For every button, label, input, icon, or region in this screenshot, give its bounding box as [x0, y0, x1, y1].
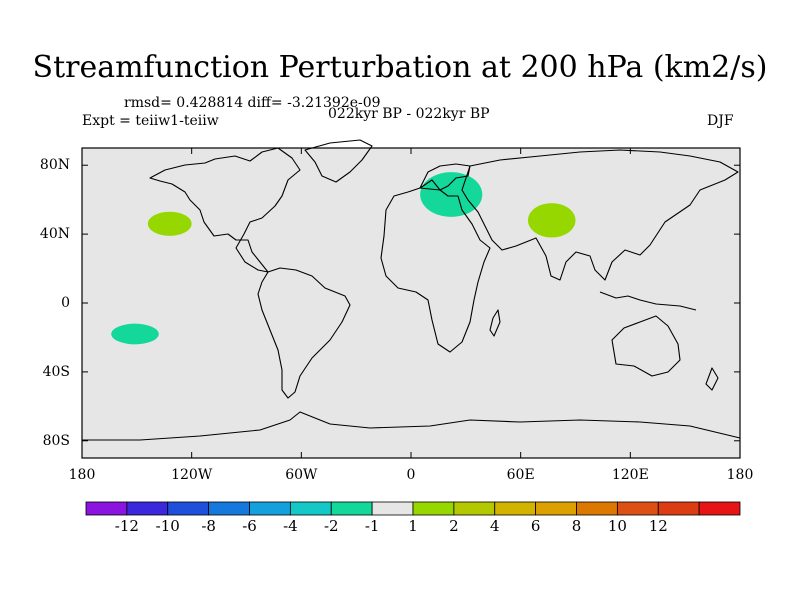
plot-title: Streamfunction Perturbation at 200 hPa (…: [32, 50, 768, 85]
coastline-asia: [461, 149, 739, 281]
coastline-indonesia: [599, 291, 697, 311]
lon-tick-label: 0: [406, 467, 416, 483]
lon-tick-label: 180: [68, 467, 96, 483]
colorbar-label: 4: [489, 517, 500, 535]
colorbar-label: -6: [242, 517, 257, 535]
coastline-new-zealand: [705, 367, 719, 391]
colorbar-label: -10: [155, 517, 180, 535]
colorbar-label: -2: [323, 517, 339, 535]
coastline-antarctica: [82, 411, 741, 441]
scandinavia-anomaly: [420, 172, 483, 217]
colorbar-swatch: [535, 501, 577, 516]
colorbar-swatch: [85, 501, 128, 516]
coastline-greenland: [304, 139, 373, 183]
central-asia-anomaly: [527, 203, 576, 238]
period-label: 022kyr BP - 022kyr BP: [328, 106, 490, 122]
colorbar-label: 2: [449, 517, 459, 535]
lon-tick-label: 120W: [171, 467, 213, 483]
coastline-europe-africa: [380, 179, 491, 353]
colorbar-swatch: [657, 501, 700, 516]
colorbar-swatch: [453, 501, 496, 516]
map-background: [82, 148, 740, 458]
experiment-label: Expt = teiiw1-teiiw: [82, 113, 219, 129]
colorbar-swatch: [330, 501, 373, 516]
colorbar-swatch: [616, 501, 659, 516]
colorbar-swatch: [289, 501, 332, 516]
coastline-south-america: [257, 267, 351, 399]
lon-tick-label: 60W: [285, 467, 318, 483]
colorbar-swatch: [698, 501, 741, 516]
colorbar-swatch: [576, 501, 618, 516]
lon-tick-label: 60E: [506, 467, 535, 483]
colorbar-swatch: [412, 501, 455, 516]
colorbar-label: 6: [530, 517, 541, 535]
colorbar-swatch: [167, 501, 210, 516]
colorbar-label: -4: [283, 517, 298, 535]
colorbar-label: 12: [648, 517, 668, 535]
stats-text: rmsd= 0.428814 diff= -3.21392e-09: [124, 95, 381, 111]
colorbar-label: -8: [201, 517, 216, 535]
colorbar: [85, 501, 741, 516]
lat-tick-label: 0: [61, 295, 70, 311]
lat-tick-label: 40S: [42, 363, 70, 380]
colorbar-swatch: [126, 501, 169, 516]
lat-tick-label: 80S: [42, 432, 70, 449]
lat-tick-label: 80N: [39, 157, 70, 174]
north-pacific-anomaly: [147, 211, 192, 236]
colorbar-swatch: [249, 501, 291, 516]
south-pacific-anomaly: [111, 323, 159, 345]
lon-tick-label: 120E: [611, 467, 649, 483]
colorbar-label: -12: [114, 517, 139, 535]
colorbar-label: 8: [571, 517, 582, 535]
colorbar-swatch: [371, 501, 414, 516]
colorbar-label: 10: [607, 517, 627, 535]
coastline-madagascar: [489, 309, 501, 337]
colorbar-swatch: [208, 501, 250, 516]
lat-tick-label: 40N: [39, 226, 70, 243]
coastline-scandinavia: [419, 163, 471, 191]
colorbar-label: -1: [364, 517, 380, 535]
season-label: DJF: [707, 113, 734, 129]
coastline-australia: [611, 315, 681, 377]
colorbar-swatch: [494, 501, 537, 516]
colorbar-label: 1: [408, 517, 418, 535]
coastline-north-america: [149, 147, 301, 273]
lon-tick-label: 180: [726, 467, 754, 483]
